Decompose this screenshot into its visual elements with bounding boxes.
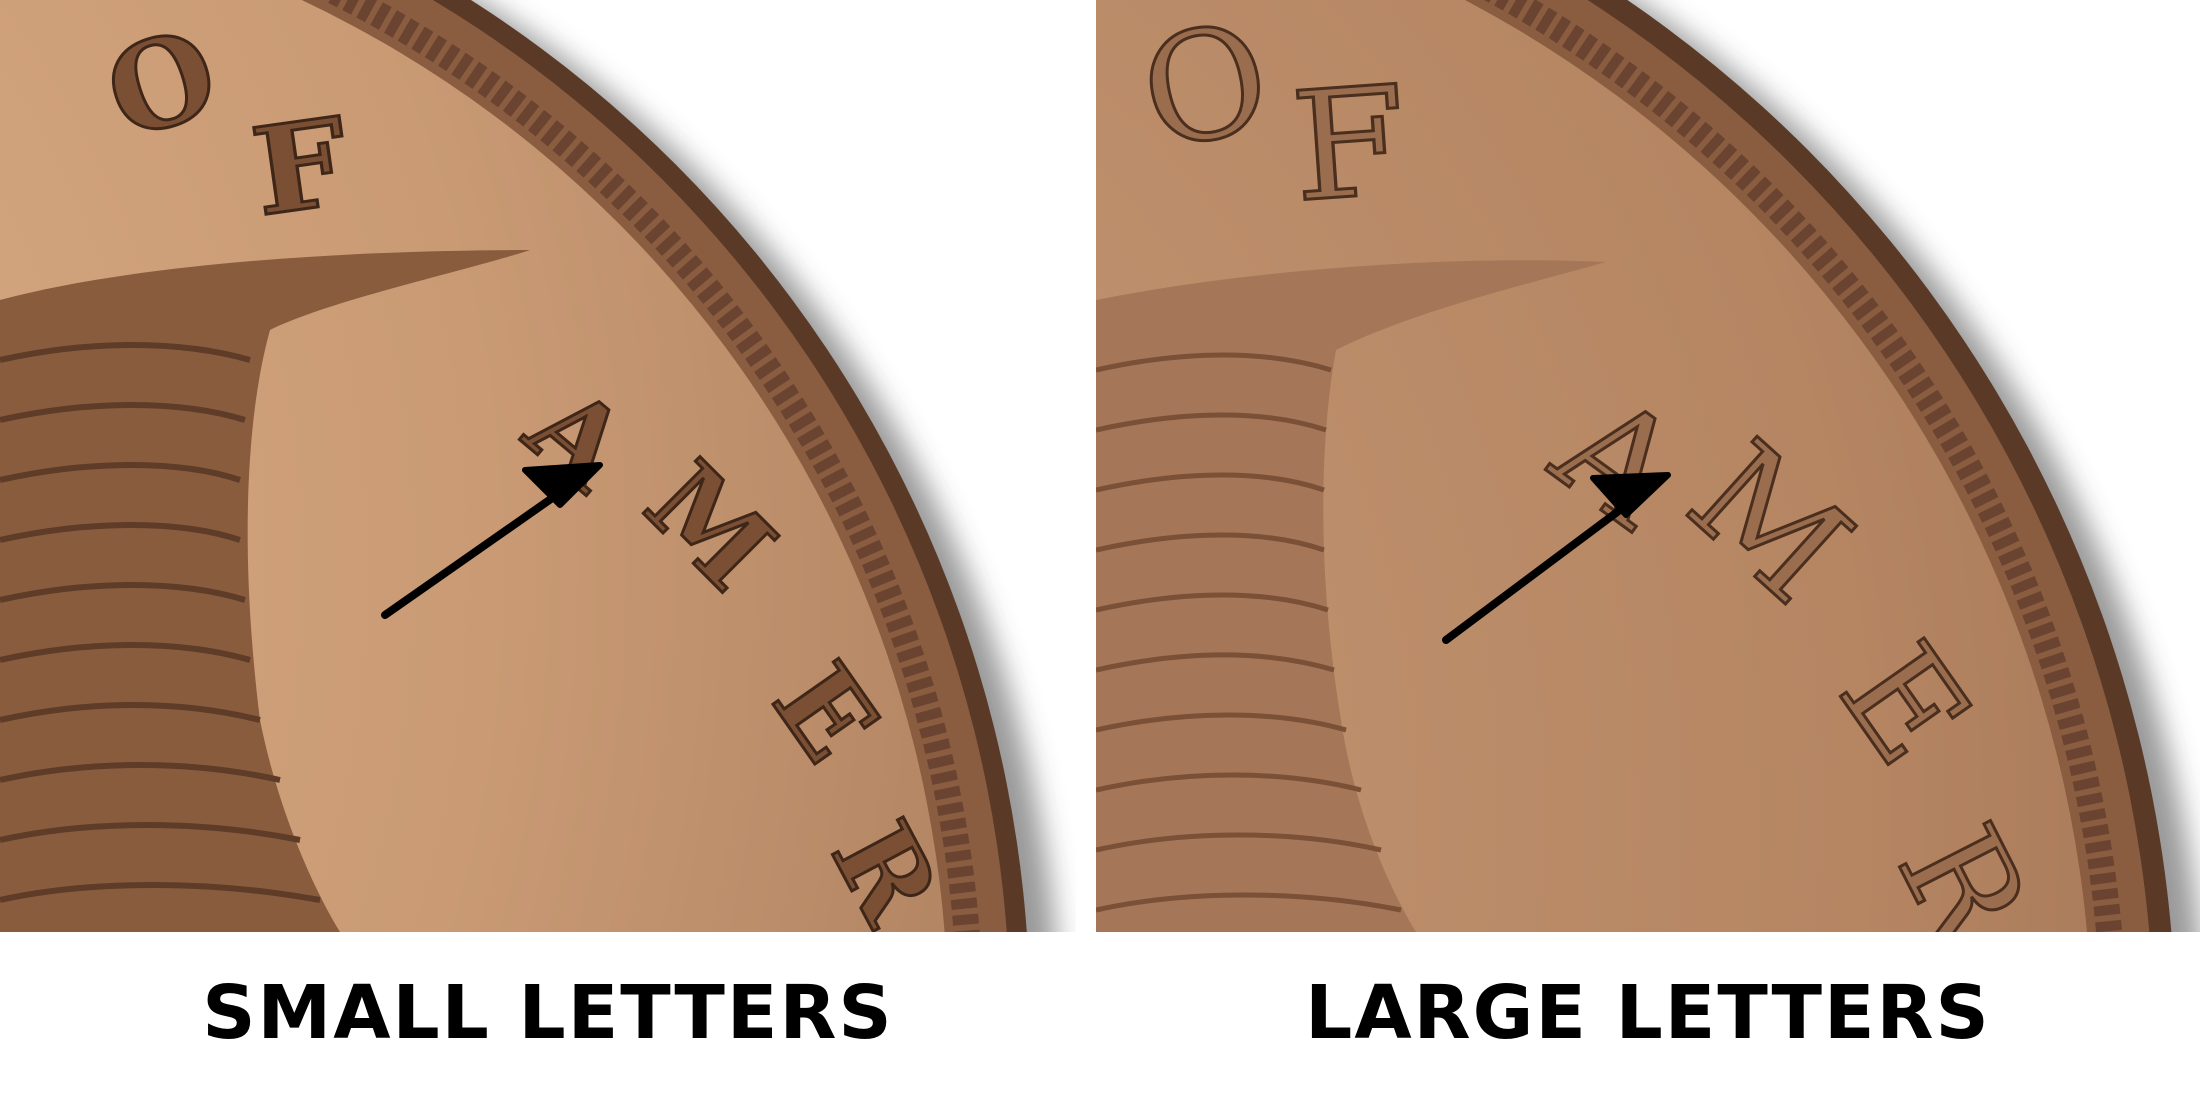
small-letters-coin-photo: O F A M E R xyxy=(0,0,1076,932)
legend-letter-f: F xyxy=(1286,54,1412,236)
legend-letter-f: F xyxy=(244,91,356,243)
small-letters-coin-svg: O F A M E R xyxy=(0,0,1076,932)
large-letters-caption: LARGE LETTERS xyxy=(1096,968,2200,1058)
large-letters-coin-svg: O F A M E R xyxy=(1096,0,2200,932)
small-letters-caption: SMALL LETTERS xyxy=(0,968,1096,1058)
large-letters-coin-photo: O F A M E R xyxy=(1096,0,2200,932)
